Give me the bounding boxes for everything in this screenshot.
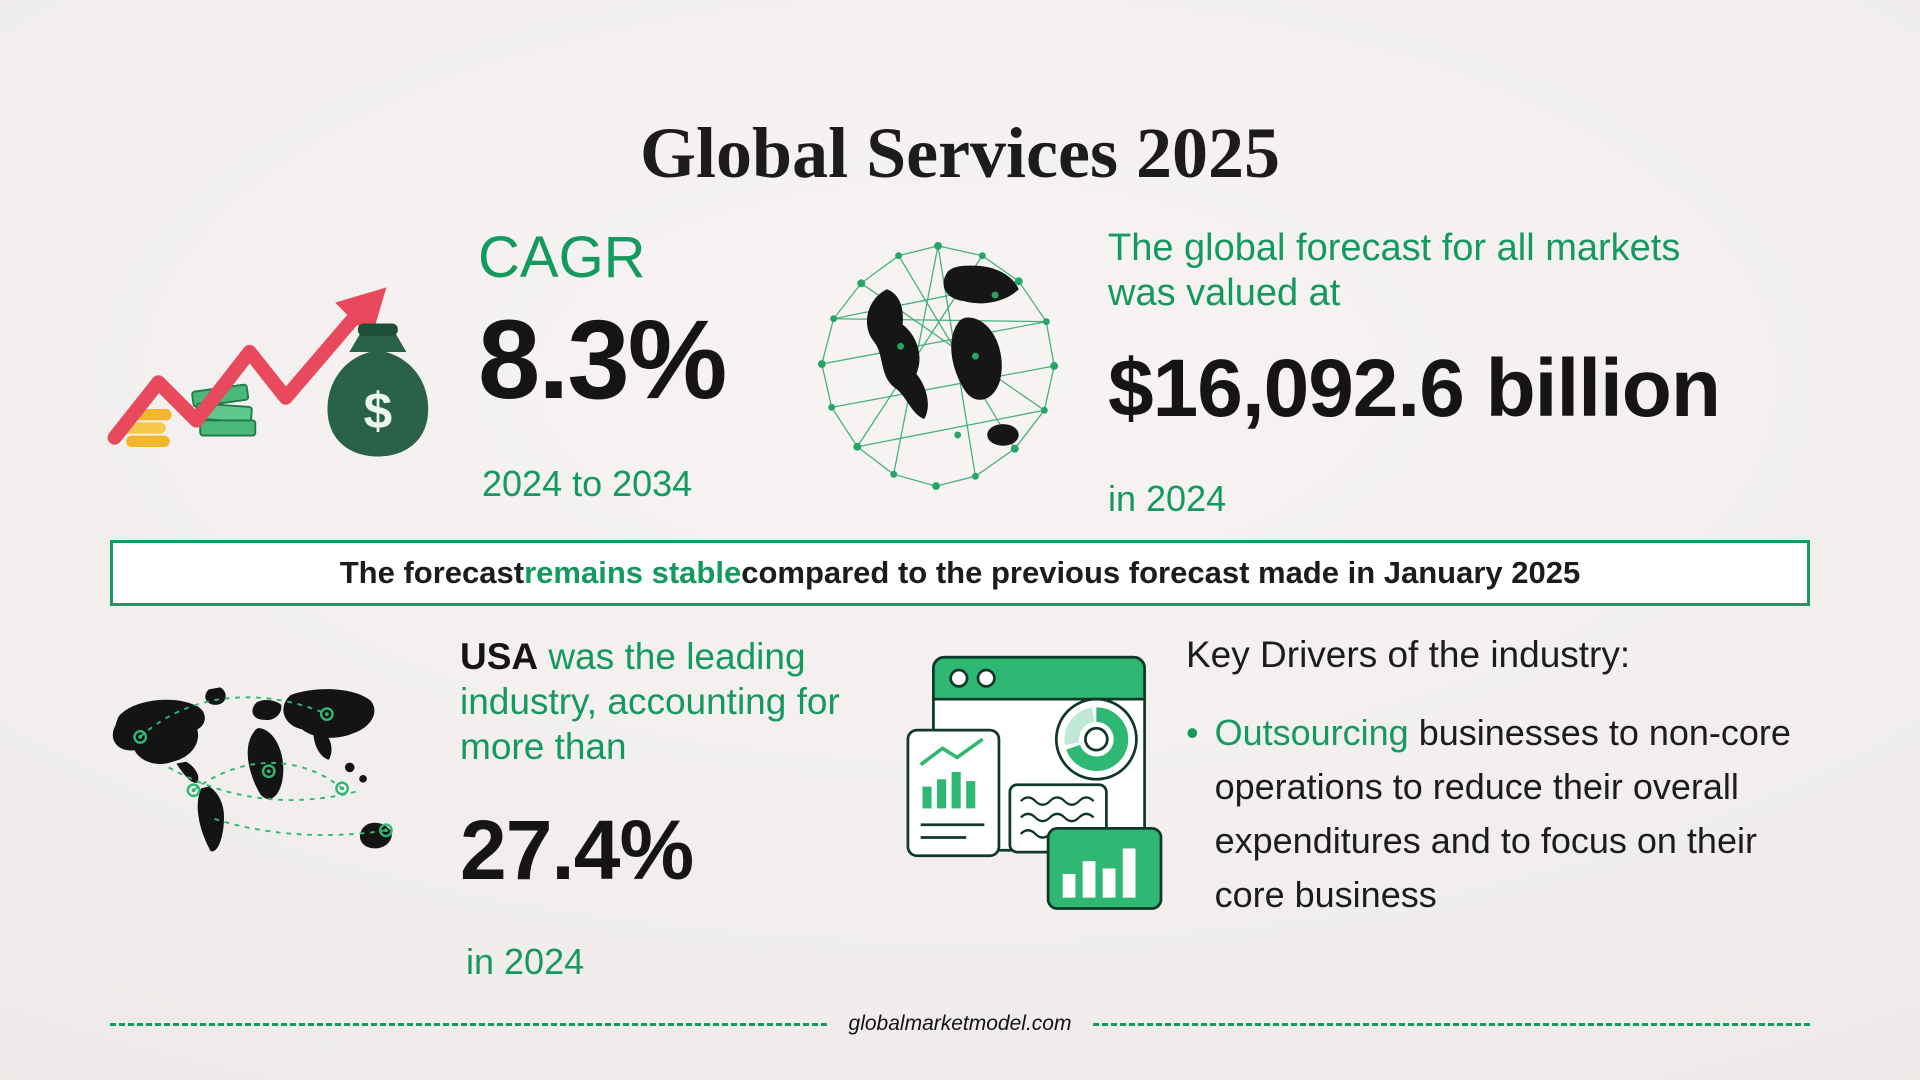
banner-prefix: The forecast bbox=[339, 555, 525, 590]
globe-network-icon bbox=[810, 238, 1066, 494]
driver-rest: businesses to non-core operations to red… bbox=[1214, 712, 1791, 915]
key-drivers-section: Key Drivers of the industry: • Outsourci… bbox=[1186, 634, 1846, 922]
footer: globalmarketmodel.com bbox=[110, 1012, 1810, 1036]
driver-bullet-text: Outsourcing businesses to non-core opera… bbox=[1215, 706, 1816, 922]
money-growth-arrow-icon: $ bbox=[102, 276, 458, 466]
leading-country-section: USA was the leading industry, accounting… bbox=[460, 634, 920, 983]
driver-highlight: Outsourcing bbox=[1214, 712, 1409, 753]
forecast-intro: The global forecast for all markets was … bbox=[1108, 227, 1681, 314]
world-map-routes-icon bbox=[102, 676, 426, 876]
forecast-status-banner: The forecast remains stable compared to … bbox=[110, 540, 1810, 606]
banner-highlight: remains stable bbox=[524, 555, 742, 590]
banner-suffix: compared to the previous forecast made i… bbox=[741, 555, 1581, 590]
leading-country-name: USA bbox=[460, 636, 539, 677]
svg-text:$: $ bbox=[364, 382, 393, 439]
cagr-value: 8.3% bbox=[478, 297, 727, 422]
key-drivers-heading: Key Drivers of the industry: bbox=[1186, 634, 1631, 675]
analytics-dashboard-icon bbox=[898, 650, 1180, 914]
forecast-year: in 2024 bbox=[1108, 477, 1227, 519]
driver-bullet-item: • Outsourcing businesses to non-core ope… bbox=[1186, 706, 1816, 922]
money-bag: $ bbox=[327, 323, 429, 457]
leading-country-text: USA was the leading industry, accounting… bbox=[460, 634, 920, 769]
footer-dashed-line-left bbox=[110, 1022, 827, 1026]
cagr-label: CAGR bbox=[478, 225, 646, 290]
bullet-dot-icon: • bbox=[1186, 712, 1199, 753]
leading-country-share: 27.4% bbox=[460, 803, 694, 898]
footer-dashed-line-right bbox=[1093, 1022, 1810, 1026]
leading-country-year: in 2024 bbox=[466, 941, 585, 983]
cagr-section: CAGR 8.3% 2024 to 2034 bbox=[478, 224, 727, 505]
forecast-section: The global forecast for all markets was … bbox=[1108, 226, 1868, 520]
footer-url: globalmarketmodel.com bbox=[848, 1012, 1072, 1035]
forecast-value: $16,092.6 billion bbox=[1108, 342, 1721, 434]
leading-country-rest: was the leading industry, accounting for… bbox=[460, 636, 840, 768]
cagr-period: 2024 to 2034 bbox=[482, 462, 693, 504]
page-title: Global Services 2025 bbox=[640, 113, 1280, 193]
